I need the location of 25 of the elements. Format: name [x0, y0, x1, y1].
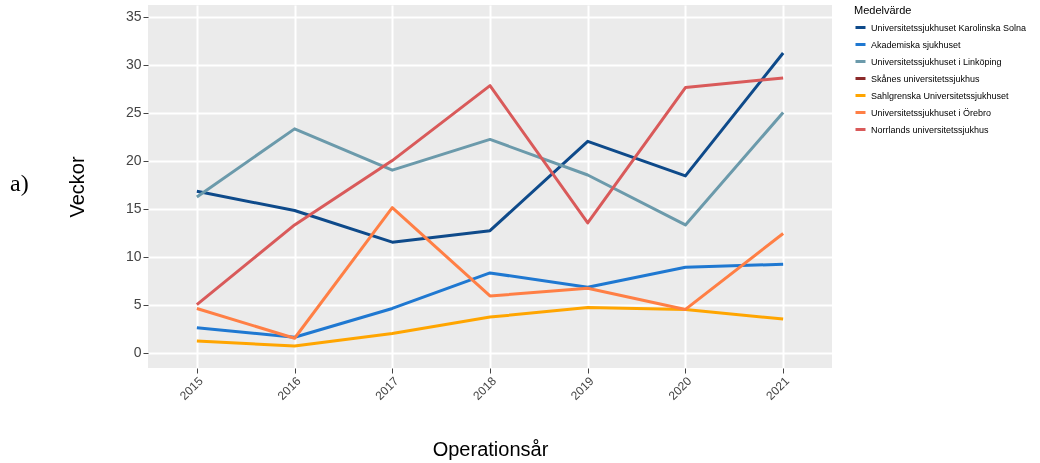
y-tick-label: 0	[133, 344, 142, 361]
line-series	[195, 262, 785, 339]
line-series	[195, 111, 785, 227]
y-tick-label: 25	[125, 104, 142, 121]
legend-label: Skånes universitetssjukhus	[871, 73, 981, 84]
line-series	[195, 206, 785, 340]
y-tick-label: 10	[125, 248, 142, 265]
line-series	[195, 51, 785, 244]
y-tick-label: 35	[125, 8, 142, 25]
legend-label: Sahlgrenska Universitetssjukhuset	[871, 90, 1010, 101]
legend-label: Akademiska sjukhuset	[871, 39, 962, 50]
x-axis-title: Operationsår	[432, 438, 549, 461]
legend-label: Universitetssjukhuset i Örebro	[871, 107, 992, 118]
y-tick-label: 5	[133, 296, 142, 313]
line-series	[195, 76, 785, 307]
legend-label: Universitetssjukhuset i Linköping	[871, 56, 1002, 67]
legend-label: Universitetssjukhuset Karolinska Solna	[871, 22, 1027, 33]
legend-title: Medelvärde	[854, 4, 912, 16]
y-tick-label: 20	[125, 152, 142, 169]
y-tick-label: 30	[125, 56, 142, 73]
y-axis-title: Veckor	[65, 156, 88, 218]
text: a)	[10, 170, 29, 197]
line-series	[195, 306, 785, 348]
y-tick-label: 15	[125, 200, 142, 217]
legend-label: Norrlands universitetssjukhus	[871, 124, 990, 135]
